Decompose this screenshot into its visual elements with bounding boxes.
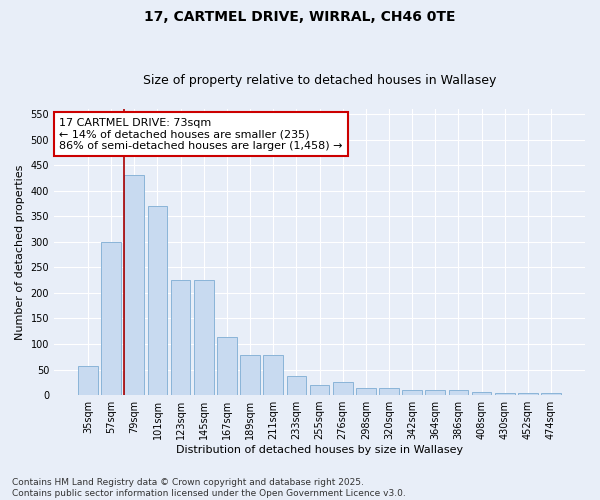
- Text: 17, CARTMEL DRIVE, WIRRAL, CH46 0TE: 17, CARTMEL DRIVE, WIRRAL, CH46 0TE: [144, 10, 456, 24]
- Text: 17 CARTMEL DRIVE: 73sqm
← 14% of detached houses are smaller (235)
86% of semi-d: 17 CARTMEL DRIVE: 73sqm ← 14% of detache…: [59, 118, 343, 151]
- Bar: [240, 355, 260, 395]
- Bar: [472, 392, 491, 395]
- Bar: [194, 280, 214, 395]
- Bar: [217, 338, 237, 395]
- X-axis label: Distribution of detached houses by size in Wallasey: Distribution of detached houses by size …: [176, 445, 463, 455]
- Bar: [356, 388, 376, 395]
- Bar: [379, 388, 399, 395]
- Bar: [124, 176, 144, 395]
- Bar: [310, 385, 329, 395]
- Y-axis label: Number of detached properties: Number of detached properties: [15, 164, 25, 340]
- Bar: [449, 390, 468, 395]
- Bar: [78, 366, 98, 395]
- Bar: [518, 393, 538, 395]
- Text: Contains HM Land Registry data © Crown copyright and database right 2025.
Contai: Contains HM Land Registry data © Crown c…: [12, 478, 406, 498]
- Bar: [101, 242, 121, 395]
- Bar: [287, 376, 306, 395]
- Bar: [263, 355, 283, 395]
- Bar: [495, 393, 515, 395]
- Bar: [425, 390, 445, 395]
- Title: Size of property relative to detached houses in Wallasey: Size of property relative to detached ho…: [143, 74, 496, 87]
- Bar: [541, 393, 561, 395]
- Bar: [402, 390, 422, 395]
- Bar: [148, 206, 167, 395]
- Bar: [333, 382, 353, 395]
- Bar: [171, 280, 190, 395]
